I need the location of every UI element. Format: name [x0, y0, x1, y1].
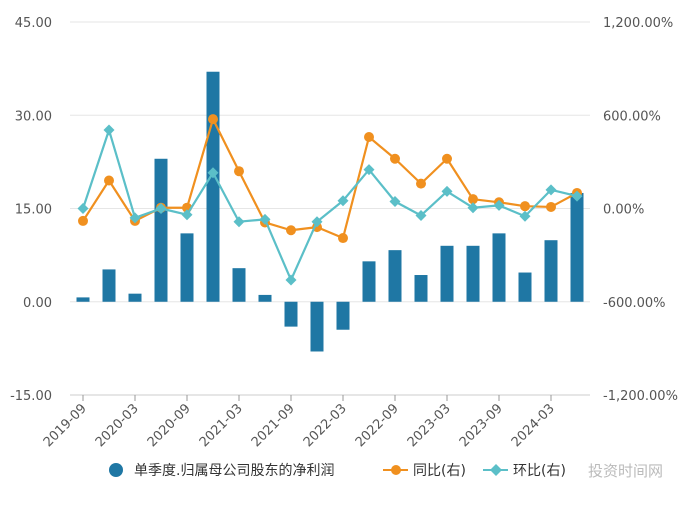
- left-axis-ticks: 45.00 30.00 15.00 0.00 -15.00: [10, 16, 52, 404]
- right-axis-tick-label: 1,200.00%: [603, 16, 673, 31]
- yoy-point: [442, 153, 452, 164]
- line-series: [77, 114, 583, 286]
- legend[interactable]: 单季度.归属母公司股东的净利润 同比(右) 环比(右): [109, 462, 566, 479]
- bar: [544, 240, 558, 302]
- qoq-point: [155, 203, 167, 214]
- yoy-point: [416, 178, 426, 189]
- legend-yoy-marker: [391, 465, 401, 475]
- bar: [284, 301, 298, 327]
- qoq-point: [311, 216, 323, 228]
- bar: [440, 245, 454, 302]
- left-axis-tick-label: 30.00: [15, 109, 52, 124]
- right-axis-tick-label: 600.00%: [603, 109, 661, 124]
- bar: [466, 245, 480, 302]
- qoq-point: [259, 213, 271, 225]
- yoy-point: [208, 114, 218, 125]
- x-axis-tick-label: 2021-03: [197, 401, 246, 450]
- bar: [414, 275, 428, 302]
- x-axis-tick-label: 2023-09: [457, 401, 506, 450]
- x-axis-tick-label: 2021-09: [249, 401, 298, 450]
- yoy-point: [364, 132, 374, 143]
- x-axis-ticks: 2019-09 2020-03 2020-09 2021-03 2021-09 2022-…: [41, 395, 558, 450]
- bar: [206, 71, 220, 302]
- right-axis-tick-label: -1,200.00%: [603, 389, 678, 404]
- yoy-point: [338, 233, 348, 244]
- bar: [336, 301, 350, 330]
- left-axis-tick-label: -15.00: [10, 389, 52, 404]
- bar: [76, 297, 90, 302]
- bar: [258, 294, 272, 302]
- qoq-point: [207, 167, 219, 179]
- qoq-point: [285, 274, 297, 286]
- x-axis-tick-label: 2020-03: [93, 401, 142, 450]
- bar: [232, 268, 246, 302]
- grid-lines: [70, 21, 590, 396]
- left-axis-tick-label: 45.00: [15, 16, 52, 31]
- qoq-point: [389, 196, 401, 208]
- bar: [180, 233, 194, 302]
- x-axis-tick-label: 2023-03: [405, 401, 454, 450]
- legend-label-net-profit: 单季度.归属母公司股东的净利润: [134, 462, 334, 479]
- watermark-text: 投资时间网: [588, 462, 663, 480]
- qoq-point: [467, 202, 479, 214]
- bar: [492, 233, 506, 302]
- legend-bar-marker: [109, 463, 123, 477]
- yoy-point: [546, 201, 556, 212]
- qoq-point: [571, 190, 583, 202]
- yoy-point: [234, 166, 244, 177]
- x-axis-tick-label: 2019-09: [41, 401, 90, 450]
- x-axis-tick-label: 2022-09: [353, 401, 402, 450]
- qoq-point: [363, 164, 375, 176]
- qoq-point: [545, 184, 557, 196]
- qoq-point: [337, 195, 349, 207]
- qoq-point: [493, 199, 505, 211]
- bar: [362, 261, 376, 302]
- right-axis-ticks: 1,200.00% 600.00% 0.00% -600.00% -1,200.00%: [603, 16, 678, 404]
- left-axis-tick-label: 15.00: [15, 203, 52, 218]
- yoy-point: [468, 194, 478, 205]
- yoy-point: [520, 201, 530, 212]
- right-axis-tick-label: -600.00%: [603, 296, 666, 311]
- qoq-point: [441, 185, 453, 197]
- bar: [518, 272, 532, 302]
- bar: [310, 301, 324, 352]
- qoq-point: [103, 124, 115, 136]
- x-axis-tick-label: 2022-03: [301, 401, 350, 450]
- yoy-point: [390, 153, 400, 164]
- left-axis-tick-label: 0.00: [23, 296, 52, 311]
- yoy-point: [78, 215, 88, 226]
- bar: [570, 192, 584, 302]
- qoq-point: [415, 209, 427, 221]
- qoq-point: [129, 212, 141, 224]
- legend-label-qoq: 环比(右): [513, 463, 566, 479]
- qoq-point: [233, 216, 245, 228]
- right-axis-tick-label: 0.00%: [603, 203, 644, 218]
- yoy-point: [104, 175, 114, 186]
- qoq-point: [77, 203, 89, 214]
- qoq-point: [181, 209, 193, 221]
- x-axis-tick-label: 2024-03: [509, 401, 558, 450]
- bar: [128, 293, 142, 302]
- legend-label-yoy: 同比(右): [413, 463, 466, 479]
- qoq-point: [519, 210, 531, 222]
- legend-qoq-marker: [490, 464, 502, 476]
- bar: [154, 158, 168, 302]
- x-axis-tick-label: 2020-09: [145, 401, 194, 450]
- bar: [388, 250, 402, 302]
- bar: [102, 269, 116, 302]
- yoy-point: [286, 225, 296, 236]
